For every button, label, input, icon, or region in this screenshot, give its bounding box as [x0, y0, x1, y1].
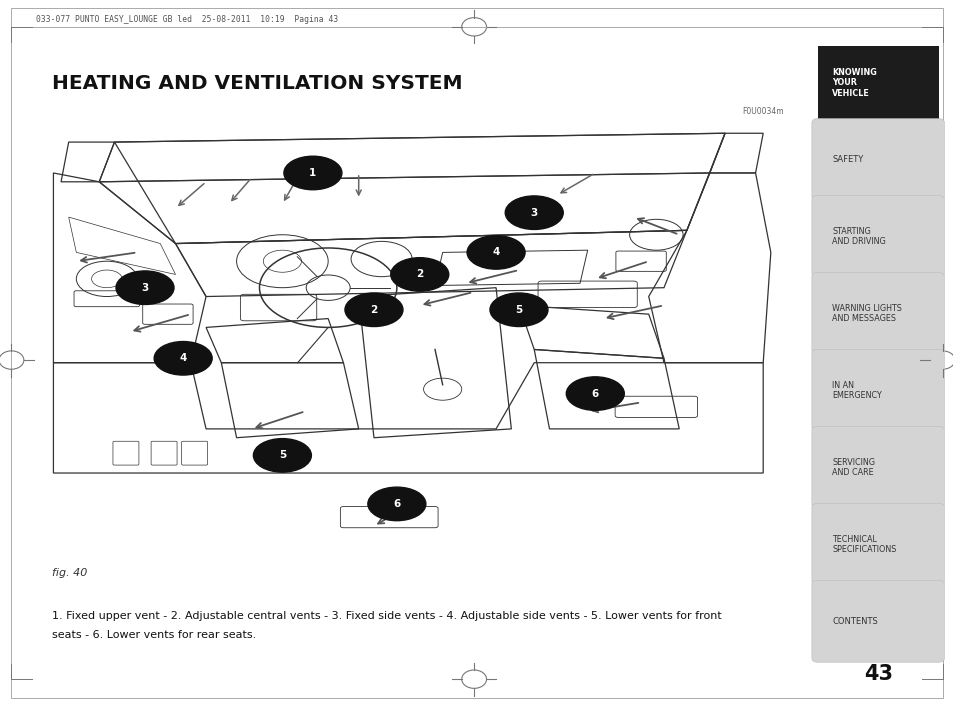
Text: TECHNICAL
SPECIFICATIONS: TECHNICAL SPECIFICATIONS	[831, 534, 896, 554]
Text: 6: 6	[393, 499, 400, 509]
FancyBboxPatch shape	[811, 426, 943, 508]
Text: WARNING LIGHTS
AND MESSAGES: WARNING LIGHTS AND MESSAGES	[831, 304, 901, 323]
Text: 4: 4	[179, 353, 187, 364]
Text: 43: 43	[862, 664, 892, 684]
Text: 4: 4	[492, 247, 499, 258]
Text: 1. Fixed upper vent - 2. Adjustable central vents - 3. Fixed side vents - 4. Adj: 1. Fixed upper vent - 2. Adjustable cent…	[52, 611, 721, 621]
Circle shape	[345, 293, 402, 326]
Bar	[817, 46, 938, 119]
Circle shape	[391, 258, 448, 291]
Circle shape	[490, 293, 547, 326]
Text: 5: 5	[515, 305, 522, 315]
Text: HEATING AND VENTILATION SYSTEM: HEATING AND VENTILATION SYSTEM	[52, 74, 462, 93]
Text: seats - 6. Lower vents for rear seats.: seats - 6. Lower vents for rear seats.	[52, 630, 256, 640]
Circle shape	[505, 196, 562, 229]
FancyBboxPatch shape	[811, 119, 943, 201]
Text: 5: 5	[278, 450, 286, 460]
Text: STARTING
AND DRIVING: STARTING AND DRIVING	[831, 227, 885, 246]
FancyBboxPatch shape	[811, 196, 943, 277]
Text: CONTENTS: CONTENTS	[831, 617, 877, 626]
Text: 033-077 PUNTO EASY_LOUNGE GB led  25-08-2011  10:19  Pagina 43: 033-077 PUNTO EASY_LOUNGE GB led 25-08-2…	[36, 15, 338, 23]
Circle shape	[566, 377, 623, 410]
Circle shape	[154, 342, 212, 375]
Circle shape	[116, 271, 173, 304]
FancyBboxPatch shape	[811, 349, 943, 431]
Circle shape	[467, 236, 524, 269]
Text: 1: 1	[309, 168, 316, 178]
Text: KNOWING
YOUR
VEHICLE: KNOWING YOUR VEHICLE	[831, 68, 876, 97]
Text: 2: 2	[370, 305, 377, 315]
Circle shape	[368, 487, 425, 521]
FancyBboxPatch shape	[811, 580, 943, 662]
Text: 6: 6	[591, 388, 598, 399]
Text: IN AN
EMERGENCY: IN AN EMERGENCY	[831, 381, 881, 400]
Text: 2: 2	[416, 270, 423, 280]
Circle shape	[284, 156, 341, 190]
Text: 3: 3	[530, 208, 537, 217]
Circle shape	[253, 438, 311, 472]
FancyBboxPatch shape	[811, 273, 943, 354]
Text: 3: 3	[141, 282, 149, 293]
Text: fig. 40: fig. 40	[52, 568, 88, 578]
Text: F0U0034m: F0U0034m	[741, 107, 783, 116]
Text: SERVICING
AND CARE: SERVICING AND CARE	[831, 457, 874, 477]
Text: SAFETY: SAFETY	[831, 155, 862, 164]
FancyBboxPatch shape	[811, 503, 943, 585]
